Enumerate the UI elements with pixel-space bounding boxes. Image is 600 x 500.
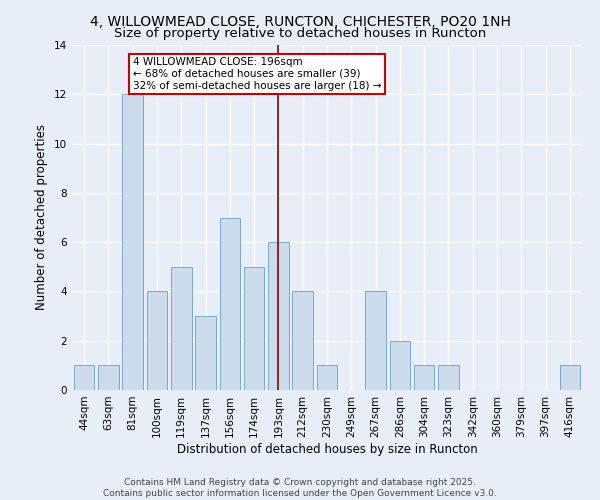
Text: Contains HM Land Registry data © Crown copyright and database right 2025.
Contai: Contains HM Land Registry data © Crown c… bbox=[103, 478, 497, 498]
Bar bbox=[146, 292, 167, 390]
Bar bbox=[244, 267, 265, 390]
Text: Size of property relative to detached houses in Runcton: Size of property relative to detached ho… bbox=[114, 28, 486, 40]
Bar bbox=[292, 292, 313, 390]
Bar bbox=[389, 340, 410, 390]
Bar bbox=[74, 366, 94, 390]
Text: 4 WILLOWMEAD CLOSE: 196sqm
← 68% of detached houses are smaller (39)
32% of semi: 4 WILLOWMEAD CLOSE: 196sqm ← 68% of deta… bbox=[133, 58, 381, 90]
Bar bbox=[317, 366, 337, 390]
Text: 4, WILLOWMEAD CLOSE, RUNCTON, CHICHESTER, PO20 1NH: 4, WILLOWMEAD CLOSE, RUNCTON, CHICHESTER… bbox=[89, 15, 511, 29]
Bar bbox=[414, 366, 434, 390]
Bar bbox=[220, 218, 240, 390]
Bar bbox=[195, 316, 216, 390]
X-axis label: Distribution of detached houses by size in Runcton: Distribution of detached houses by size … bbox=[176, 442, 478, 456]
Bar bbox=[98, 366, 119, 390]
Bar bbox=[122, 94, 143, 390]
Bar bbox=[365, 292, 386, 390]
Bar bbox=[560, 366, 580, 390]
Bar bbox=[438, 366, 459, 390]
Bar bbox=[171, 267, 191, 390]
Bar bbox=[268, 242, 289, 390]
Y-axis label: Number of detached properties: Number of detached properties bbox=[35, 124, 49, 310]
